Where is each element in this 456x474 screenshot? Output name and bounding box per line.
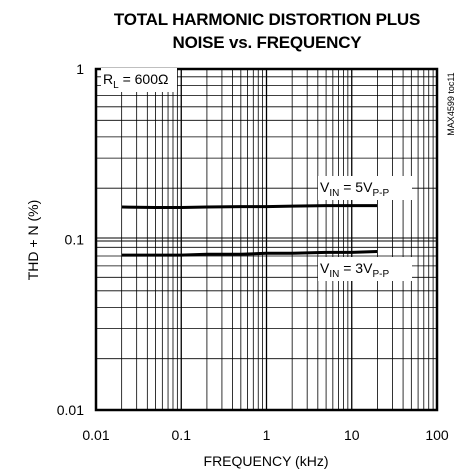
chart-title-line-2: NOISE vs. FREQUENCY [172, 33, 362, 52]
series-label-1: VIN = 3VP-P [320, 260, 389, 280]
series-layer [121, 204, 378, 257]
series-label-bg-1 [318, 257, 412, 281]
series-label-0: VIN = 5VP-P [320, 179, 389, 199]
y-tick-label: 1 [76, 61, 84, 77]
x-axis-label: FREQUENCY (kHz) [204, 453, 329, 469]
x-tick-label: 10 [344, 427, 360, 443]
x-tick-label: 1 [263, 427, 271, 443]
y-tick-label: 0.1 [65, 232, 85, 248]
x-tick-label: 100 [425, 427, 449, 443]
plot-frame [94, 67, 439, 412]
x-tick-label: 0.01 [82, 427, 109, 443]
load-resistance-label: RL = 600Ω [103, 71, 168, 91]
x-tick-label: 0.1 [172, 427, 192, 443]
y-tick-label: 0.01 [57, 402, 84, 418]
load-label-bg [101, 68, 177, 92]
figure-code: MAX4599 toc11 [446, 72, 456, 135]
series-line-0 [121, 204, 378, 209]
y-axis-label: THD + N (%) [25, 200, 41, 281]
major-grid [96, 69, 437, 410]
series-line-1 [121, 250, 378, 257]
y-tick-labels: 1 0.1 0.01 [57, 61, 84, 418]
chart-title-line-1: TOTAL HARMONIC DISTORTION PLUS [113, 10, 421, 29]
x-tick-labels: 0.01 0.1 1 10 100 [82, 427, 449, 443]
series-label-bg-0 [318, 176, 412, 200]
